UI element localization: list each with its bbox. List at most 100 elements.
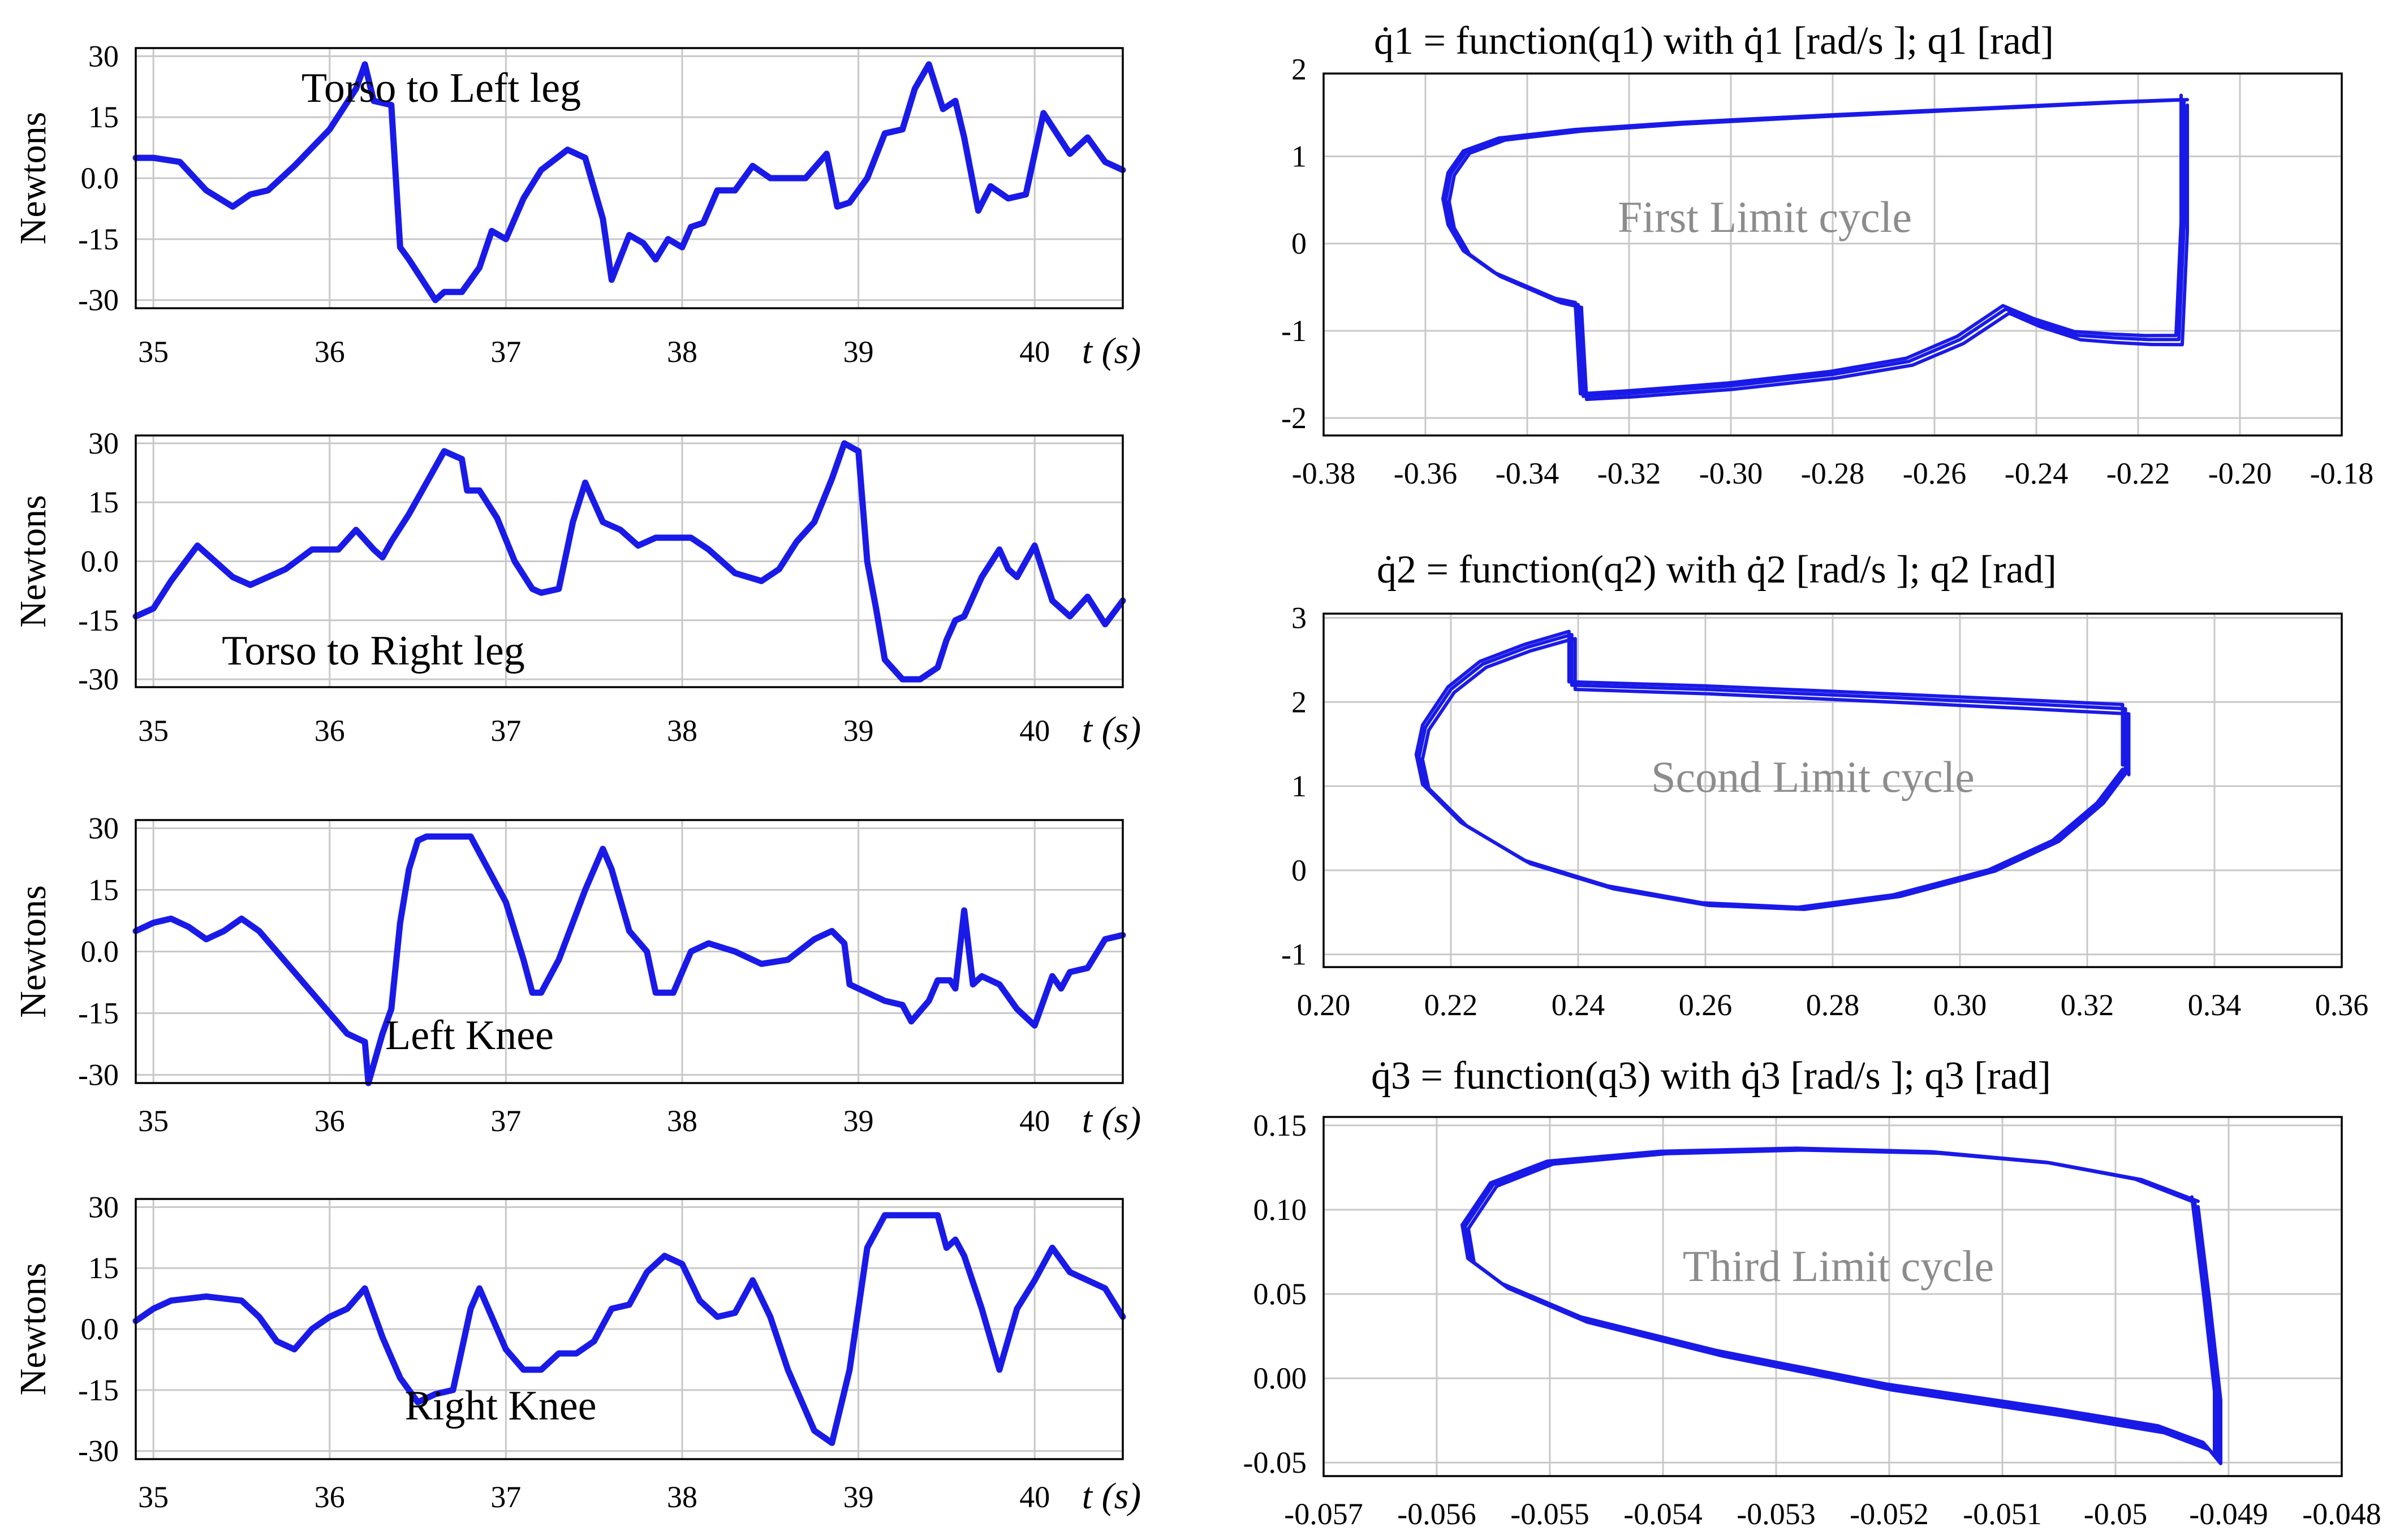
y-tick-label: 2 (1291, 685, 1307, 719)
y-tick-label: 15 (88, 1251, 119, 1285)
chart-panel-1: 35 36 37 38 39 40 30 15 0.0 -15 -30 Torso to Left l… (12, 39, 1141, 372)
x-tick-label: -0.32 (1597, 456, 1661, 490)
x-tick-label: 35 (138, 1104, 169, 1138)
limit-cycle-orbit-2 (1447, 98, 2189, 402)
x-tick-label: -0.24 (2005, 456, 2068, 490)
plot-annotation: Left Knee (385, 1012, 554, 1059)
y-tick-label: -1 (1281, 938, 1307, 972)
y-tick-label: 0.10 (1253, 1193, 1307, 1227)
limit-cycle-orbit-2 (1420, 637, 2131, 911)
y-tick-label: 0.15 (1253, 1108, 1307, 1142)
x-tick-label: 39 (843, 335, 874, 369)
x-axis-label: t (s) (1082, 1476, 1141, 1517)
x-tick-label: 0.34 (2188, 988, 2242, 1022)
x-tick-label: 0.28 (1806, 988, 1860, 1022)
x-tick-label: 39 (843, 1480, 874, 1514)
y-tick-label: -0.05 (1243, 1446, 1307, 1479)
x-tick-label: -0.30 (1699, 456, 1763, 490)
plot-annotation: Torso to Right leg (222, 628, 524, 674)
y-tick-label: 3 (1291, 601, 1307, 635)
x-tick-label: 39 (843, 1104, 874, 1138)
y-tick-label: 0.05 (1253, 1277, 1307, 1311)
y-tick-label: 0 (1291, 853, 1307, 887)
x-tick-label: 35 (138, 1480, 169, 1514)
x-tick-label: 36 (314, 335, 345, 369)
y-tick-label: 15 (88, 485, 119, 519)
x-tick-label: 38 (667, 1104, 697, 1138)
x-tick-label: 38 (667, 335, 697, 369)
x-tick-label: -0.053 (1737, 1497, 1815, 1531)
chart-panel-3: 35 36 37 38 39 40 30 15 0.0 -15 -30 Left Knee Newton… (12, 812, 1141, 1141)
x-tick-label: 36 (314, 1480, 345, 1514)
y-tick-label: 30 (88, 426, 119, 460)
y-tick-label: 0.0 (81, 545, 119, 579)
plot-frame (135, 434, 1124, 688)
y-axis-label: Newtons (12, 885, 54, 1018)
x-tick-label: -0.049 (2189, 1497, 2268, 1531)
x-axis-label: t (s) (1082, 709, 1141, 750)
y-tick-label: -15 (78, 222, 119, 256)
plot-annotation: Torso to Left leg (301, 65, 581, 111)
x-tick-label: -0.051 (1963, 1497, 2041, 1531)
y-tick-label: 2 (1291, 52, 1307, 86)
x-tick-label: -0.36 (1394, 456, 1457, 490)
x-tick-label: -0.052 (1850, 1497, 1928, 1531)
y-axis-label: Newtons (12, 112, 54, 245)
limit-cycle-orbit-3 (1414, 629, 2125, 909)
x-axis-label: t (s) (1082, 1099, 1141, 1141)
limit-cycle-orbit-1 (1463, 1147, 2219, 1461)
y-tick-label: 1 (1291, 140, 1307, 174)
x-tick-label: 0.20 (1297, 988, 1351, 1022)
y-tick-label: 15 (88, 873, 119, 907)
x-tick-label: -0.38 (1292, 456, 1355, 490)
chart-title: q̇2 = function(q2) with q̇2 [rad/s ]; q2… (1377, 548, 2057, 592)
x-tick-label: -0.28 (1801, 456, 1864, 490)
y-tick-label: 30 (88, 39, 119, 73)
y-tick-label: -2 (1281, 401, 1307, 435)
y-tick-label: 30 (88, 1190, 119, 1224)
x-tick-label: 35 (138, 714, 169, 748)
plot-annotation: Third Limit cycle (1683, 1241, 1994, 1291)
x-tick-label: 40 (1019, 714, 1050, 748)
chart-panel-7: -0.057 -0.056 -0.055 -0.054 -0.053 -0.052 -0.0… (1243, 1054, 2381, 1531)
x-tick-label: 0.26 (1679, 988, 1733, 1022)
y-axis-label: Newtons (12, 1263, 54, 1396)
plot-frame (135, 1198, 1124, 1460)
y-tick-label: 0.00 (1253, 1361, 1307, 1395)
x-tick-label: 37 (490, 714, 521, 748)
plot-annotation: Right Knee (404, 1383, 596, 1429)
y-tick-label: -1 (1281, 314, 1307, 348)
chart-panel-6: 0.20 0.22 0.24 0.26 0.28 0.30 0.32 0.34 0.36 3 2 1 0… (1281, 548, 2368, 1022)
y-tick-label: -15 (78, 1373, 119, 1407)
series-line (132, 1212, 1126, 1446)
series-line (132, 440, 1126, 683)
limit-cycle-orbit-3 (1441, 93, 2183, 396)
x-tick-label: -0.20 (2208, 456, 2272, 490)
y-tick-label: 0.0 (81, 935, 119, 969)
x-tick-label: -0.056 (1397, 1497, 1476, 1531)
y-tick-label: -30 (78, 283, 119, 317)
limit-cycle-orbit-3 (1460, 1146, 2216, 1457)
x-tick-label: 35 (138, 335, 169, 369)
limit-cycle-orbit-1 (1444, 98, 2186, 398)
x-tick-label: -0.057 (1284, 1497, 1363, 1531)
x-tick-label: 38 (667, 1480, 697, 1514)
plot-frame (135, 47, 1124, 309)
x-tick-label: 0.22 (1424, 988, 1478, 1022)
x-tick-label: 36 (314, 714, 345, 748)
x-tick-label: 0.32 (2061, 988, 2114, 1022)
x-tick-label: -0.05 (2084, 1497, 2147, 1531)
chart-panel-4: 35 36 37 38 39 40 30 15 0.0 -15 -30 Right Knee Newto… (12, 1190, 1141, 1517)
plot-frame (1322, 1116, 2343, 1477)
x-tick-label: 40 (1019, 1104, 1050, 1138)
chart-title: q̇1 = function(q1) with q̇1 [rad/s ]; q1… (1374, 19, 2054, 63)
plot-frame (1322, 72, 2343, 437)
x-tick-label: 0.36 (2315, 988, 2369, 1022)
x-tick-label: -0.34 (1496, 456, 1559, 490)
y-tick-label: -30 (78, 1434, 119, 1468)
x-tick-label: -0.054 (1623, 1497, 1702, 1531)
x-tick-label: -0.22 (2106, 456, 2170, 490)
chart-panel-5: -0.38 -0.36 -0.34 -0.32 -0.30 -0.28 -0.26 -0.24… (1281, 19, 2373, 490)
x-tick-label: 38 (667, 714, 697, 748)
